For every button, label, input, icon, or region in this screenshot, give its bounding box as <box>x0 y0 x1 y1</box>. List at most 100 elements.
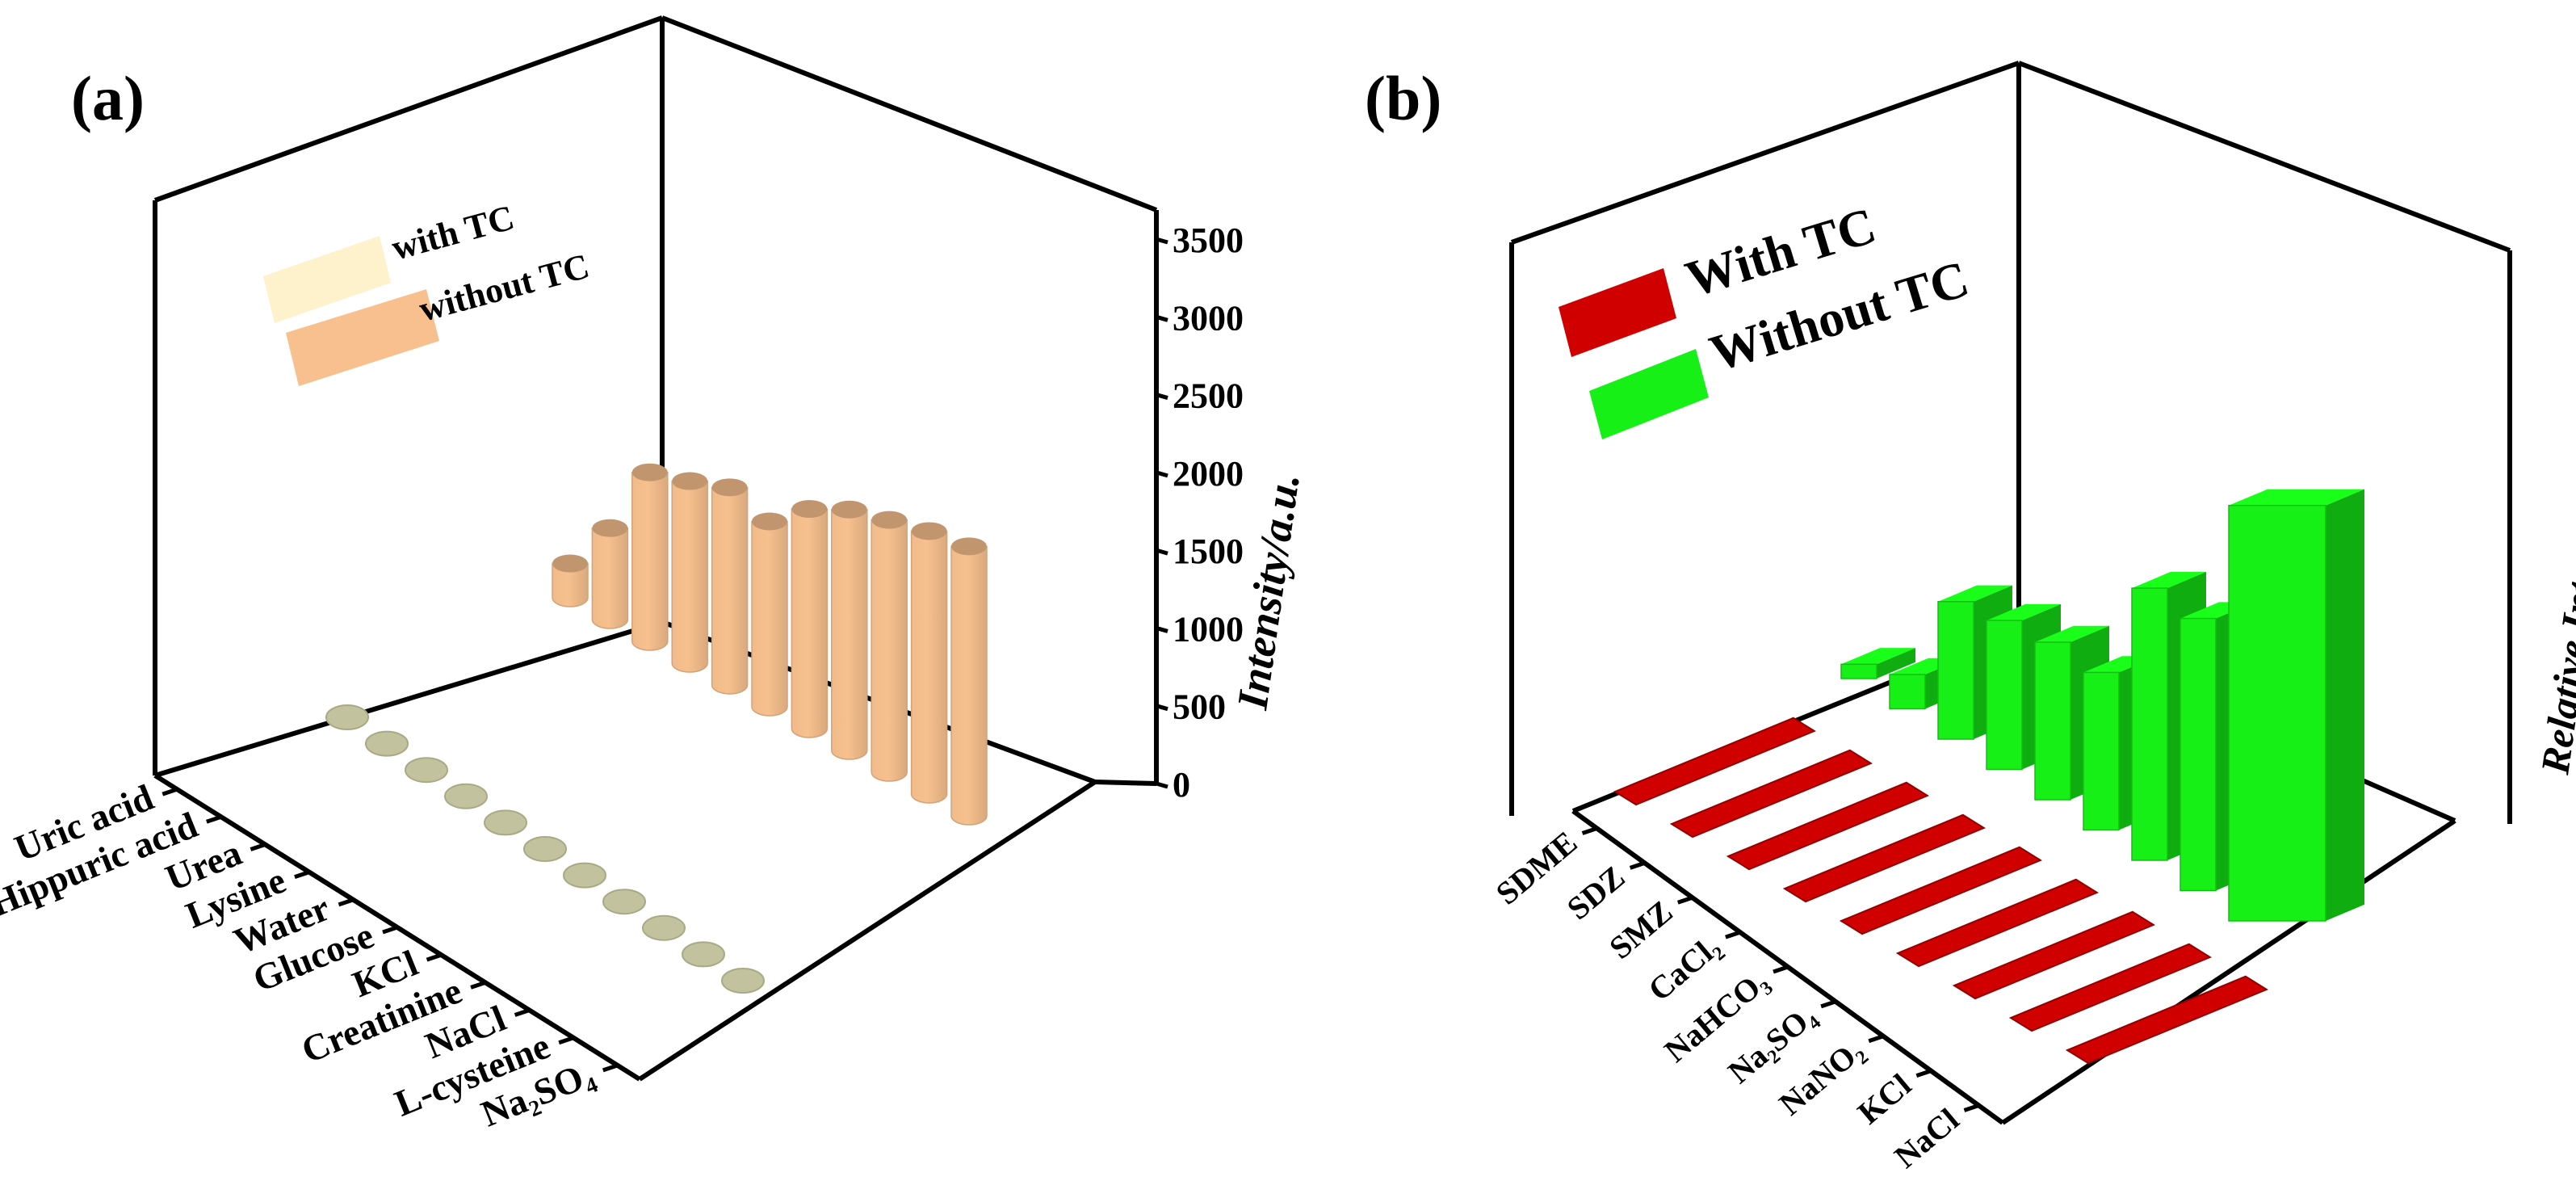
without-tc-bar <box>1840 648 1915 679</box>
category-label: SDZ <box>1560 859 1632 927</box>
y-tick-label: 3000 <box>1173 298 1244 338</box>
without-tc-bar-front <box>1840 663 1877 679</box>
x-tick <box>558 1036 574 1045</box>
y-tick-label: 500 <box>1173 687 1226 727</box>
without-tc-bar <box>591 519 629 629</box>
without-tc-bar-body <box>831 509 868 760</box>
y-tick-label: 3500 <box>1173 221 1244 260</box>
without-tc-bar-front <box>2180 617 2217 892</box>
without-tc-bar-top <box>631 463 668 481</box>
y-tick <box>1156 237 1168 245</box>
panel-b-label: (b) <box>1365 63 1441 133</box>
y-tick <box>1156 470 1168 478</box>
category-label: SMZ <box>1602 893 1679 966</box>
without-tc-bar-body <box>871 519 908 782</box>
without-tc-bar-top <box>672 472 708 490</box>
y-tick <box>1156 548 1168 556</box>
y-tick <box>1156 704 1168 712</box>
without-tc-bar-front <box>1937 601 1974 740</box>
x-tick <box>382 925 398 935</box>
x-tick <box>514 1008 531 1017</box>
with-tc-bar <box>1782 813 1986 903</box>
without-tc-bar-top <box>831 500 867 519</box>
panel-b-y-label: Relative Intensity/a.u. <box>2532 410 2576 778</box>
y-tick-label: 2500 <box>1173 376 1244 416</box>
category-label: KCl <box>1851 1066 1918 1131</box>
x-tick <box>338 897 355 907</box>
without-tc-bar-body <box>751 520 788 717</box>
category-label: NaCl <box>1887 1101 1966 1175</box>
without-tc-bar-body <box>591 527 629 629</box>
panel-b-with-tc-bars <box>1613 717 2268 1065</box>
with-tc-marker <box>563 862 606 889</box>
without-tc-bar-top <box>552 554 588 573</box>
y-tick <box>1156 393 1168 400</box>
legend-swatch-with-tc <box>263 236 391 323</box>
y-tick <box>1156 626 1168 633</box>
y-tick-label: 0 <box>1173 765 1190 805</box>
panel-a-with-tc-markers <box>325 704 765 994</box>
x-tick <box>470 980 486 990</box>
with-tc-marker <box>484 809 527 836</box>
without-tc-bar-side <box>2326 489 2364 921</box>
without-tc-bar-top <box>1938 585 2012 602</box>
x-tick <box>1773 965 1789 974</box>
with-tc-marker <box>405 757 448 784</box>
x-tick <box>294 870 310 880</box>
with-tc-marker <box>365 730 409 757</box>
x-tick <box>250 843 266 851</box>
without-tc-bar-top <box>911 522 947 540</box>
y-tick-label: 2000 <box>1173 454 1244 494</box>
x-tick <box>162 787 178 796</box>
without-tc-bar-top <box>791 500 828 519</box>
with-tc-bar <box>1839 846 2042 935</box>
without-tc-bar <box>751 512 788 717</box>
x-tick <box>1581 826 1598 835</box>
without-tc-bar-front <box>1889 674 1926 710</box>
x-tick <box>1725 930 1741 939</box>
without-tc-bar-front <box>2083 671 2120 831</box>
without-tc-bar-body <box>791 508 829 738</box>
without-tc-bar <box>910 522 948 804</box>
panel-b-legend: With TC Without TC <box>1559 196 1975 439</box>
without-tc-bar <box>871 511 908 782</box>
x-tick <box>1868 1034 1885 1044</box>
panel-a-y-label: Intensity/a.u. <box>1227 470 1308 713</box>
x-tick <box>1915 1069 1932 1078</box>
legend-swatch-without-tc-b <box>1589 349 1709 439</box>
without-tc-bar-top <box>2132 571 2206 589</box>
with-tc-bar <box>1669 749 1873 838</box>
legend-swatch-without-tc <box>286 289 439 386</box>
without-tc-bar <box>552 554 589 607</box>
chart-panel-b: (b) With TC Without TC Relative Intensit… <box>1365 61 2576 1175</box>
without-tc-bar-body <box>552 562 589 607</box>
x-tick <box>206 814 222 824</box>
without-tc-bar <box>711 478 749 695</box>
without-tc-bar-top <box>592 519 628 537</box>
without-tc-bar <box>950 537 988 826</box>
without-tc-bar-top <box>1841 648 1915 665</box>
with-tc-bar <box>1952 910 2155 1000</box>
panel-a-y-axis: 0 500 1000 1500 2000 2500 3000 3500 <box>1094 221 1244 805</box>
y-tick <box>1156 781 1168 789</box>
without-tc-bar-top <box>951 537 987 556</box>
with-tc-marker <box>523 836 567 862</box>
panel-a-bars <box>552 463 988 826</box>
without-tc-bar <box>831 500 868 760</box>
x-tick <box>426 952 443 962</box>
panel-b-bars <box>1840 489 2364 922</box>
chart-panel-a: (a) with TC without TC 0 500 1000 1500 2000 2… <box>0 15 1309 1135</box>
without-tc-bar <box>791 500 829 738</box>
without-tc-bar <box>671 472 708 673</box>
without-tc-bar-body <box>910 530 948 804</box>
legend-swatch-with-tc-b <box>1559 268 1676 357</box>
with-tc-marker <box>325 704 369 730</box>
panel-a-label: (a) <box>71 63 145 133</box>
legend-label-with-tc: with TC <box>388 197 518 267</box>
with-tc-bar <box>1726 781 1929 871</box>
without-tc-bar-body <box>950 545 988 826</box>
without-tc-bar-body <box>711 486 749 695</box>
